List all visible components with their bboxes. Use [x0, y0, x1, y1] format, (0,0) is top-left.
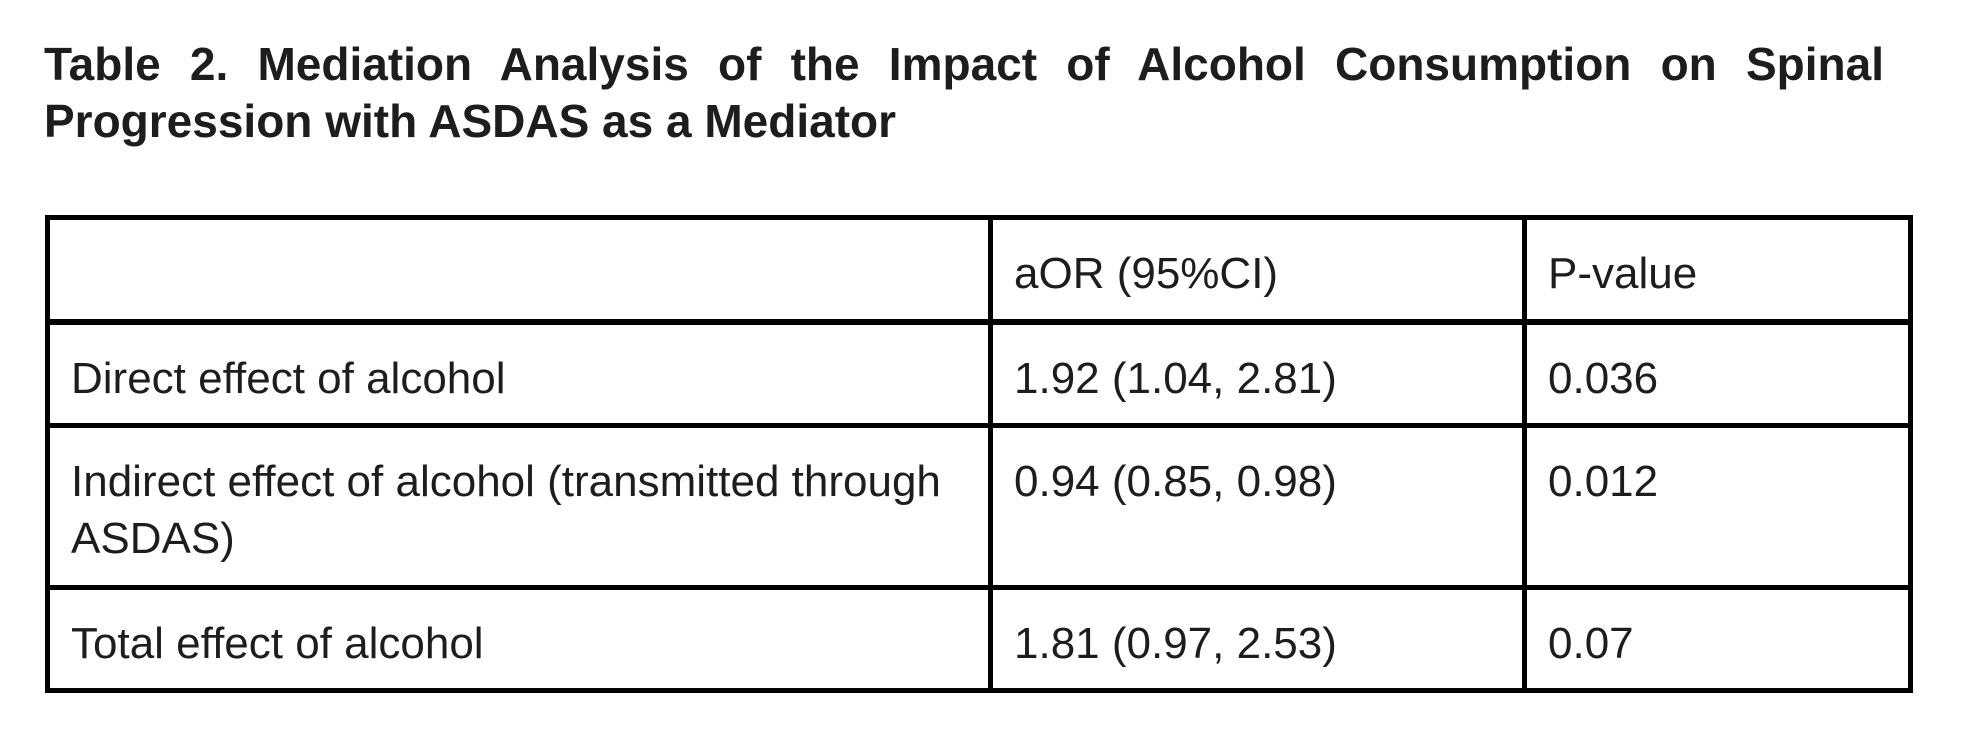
- table-row-indirect-effect: Indirect effect of alcohol (transmitted …: [45, 422, 1913, 590]
- p-value: 0.07: [1522, 584, 1913, 693]
- mediation-analysis-table: aOR (95%CI) P-value Direct effect of alc…: [45, 215, 1913, 693]
- aor-value: 1.92 (1.04, 2.81): [988, 319, 1527, 428]
- table-caption-line1: Table 2. Mediation Analysis of the Impac…: [44, 38, 1884, 90]
- header-row-label: [45, 215, 993, 325]
- table-row-total-effect: Total effect of alcohol 1.81 (0.97, 2.53…: [45, 584, 1913, 693]
- row-label: Total effect of alcohol: [45, 584, 993, 693]
- aor-value: 0.94 (0.85, 0.98): [988, 422, 1527, 590]
- table-header-row: aOR (95%CI) P-value: [45, 215, 1913, 325]
- table-caption: Table 2. Mediation Analysis of the Impac…: [44, 36, 1884, 150]
- table-row-direct-effect: Direct effect of alcohol 1.92 (1.04, 2.8…: [45, 319, 1913, 428]
- aor-value: 1.81 (0.97, 2.53): [988, 584, 1527, 693]
- table-caption-line2: Progression with ASDAS as a Mediator: [44, 95, 897, 147]
- p-value: 0.036: [1522, 319, 1913, 428]
- row-label: Direct effect of alcohol: [45, 319, 993, 428]
- p-value: 0.012: [1522, 422, 1913, 590]
- row-label: Indirect effect of alcohol (transmitted …: [45, 422, 993, 590]
- header-p-value: P-value: [1522, 215, 1913, 325]
- header-aor: aOR (95%CI): [988, 215, 1527, 325]
